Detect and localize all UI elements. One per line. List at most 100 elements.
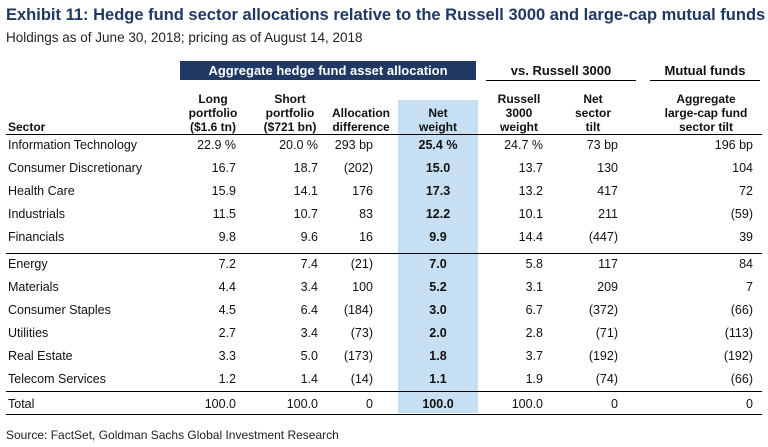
cell-net: 100.0 [422,397,454,411]
header-sector-label: Sector [8,120,46,134]
cell-mf: 39 [739,230,753,244]
cell-net: 12.2 [425,207,451,221]
cell-long: 22.9 % [197,138,236,152]
cell-alloc: (21) [350,257,373,271]
cell-sector: Total [8,397,35,411]
cell-mf: 72 [739,184,753,198]
group-header-hedge-fund: Aggregate hedge fund asset allocation [180,61,476,80]
header-long: Long portfolio ($1.6 tn) [178,84,248,134]
table-row: Financials 9.8 9.6 16 9.9 14.4 (447) 39 [0,226,768,249]
header-long-line3: ($1.6 tn) [189,120,236,134]
header-net-line1: Net [428,106,448,120]
cell-net: 3.0 [429,303,447,317]
cell-r3: 10.1 [518,207,543,221]
group-divider-rule [6,253,762,254]
header-mf-line2: large-cap fund [664,106,748,120]
cell-short: 6.4 [300,303,318,317]
cell-tilt: (192) [588,349,618,363]
table-row: Health Care 15.9 14.1 176 17.3 13.2 417 72 [0,180,768,203]
cell-mf: 196 bp [714,138,753,152]
cell-alloc: 100 [352,280,373,294]
net-weight-highlight [398,100,478,413]
cell-tilt: (71) [595,326,618,340]
header-net: Net weight [398,84,478,134]
cell-r3: 3.7 [525,349,543,363]
cell-short: 1.4 [300,372,318,386]
cell-r3: 1.9 [525,372,543,386]
table-row: Materials 4.4 3.4 100 5.2 3.1 209 7 [0,276,768,299]
header-short-line1: Short [274,92,306,106]
cell-r3: 5.8 [525,257,543,271]
table-row: Utilities 2.7 3.4 (73) 2.0 2.8 (71) (113) [0,322,768,345]
header-net-line2: weight [419,120,457,134]
cell-net: 1.8 [429,349,447,363]
header-long-line2: portfolio [188,106,238,120]
cell-sector: Utilities [8,326,49,340]
cell-r3: 6.7 [525,303,543,317]
cell-mf: 7 [746,280,753,294]
cell-short: 100.0 [286,397,318,411]
cell-sector: Financials [8,230,65,244]
cell-long: 2.7 [218,326,236,340]
cell-tilt: 417 [597,184,618,198]
cell-tilt: 209 [597,280,618,294]
header-tilt-line1: Net [583,92,603,106]
cell-short: 7.4 [300,257,318,271]
cell-tilt: 130 [597,161,618,175]
table-row: Energy 7.2 7.4 (21) 7.0 5.8 117 84 [0,253,768,276]
cell-short: 20.0 % [279,138,318,152]
cell-r3: 3.1 [525,280,543,294]
header-alloc-line2: difference [332,120,390,134]
cell-r3: 100.0 [511,397,543,411]
header-r3-line3: weight [500,120,538,134]
cell-net: 17.3 [425,184,451,198]
cell-mf: (66) [730,372,753,386]
cell-alloc: 0 [366,397,373,411]
cell-net: 25.4 % [418,138,458,152]
cell-r3: 13.7 [518,161,543,175]
header-mf: Aggregate large-cap fund sector tilt [652,84,760,134]
cell-sector: Materials [8,280,59,294]
cell-r3: 24.7 % [504,138,543,152]
cell-long: 100.0 [204,397,236,411]
header-tilt: Net sector tilt [560,84,626,134]
header-tilt-line3: tilt [585,120,601,134]
exhibit-title: Exhibit 11: Hedge fund sector allocation… [6,6,766,24]
cell-alloc: (14) [350,372,373,386]
cell-sector: Energy [8,257,48,271]
cell-alloc: (184) [343,303,373,317]
header-r3-line2: 3000 [505,106,533,120]
header-alloc: Allocation difference [326,84,396,134]
cell-short: 18.7 [293,161,318,175]
header-mf-line3: sector tilt [678,120,733,134]
cell-tilt: 0 [611,397,618,411]
cell-sector: Health Care [8,184,75,198]
cell-mf: (59) [730,207,753,221]
total-rule [6,391,762,392]
cell-tilt: 73 bp [586,138,618,152]
header-tilt-line2: sector [574,106,612,120]
cell-mf: (192) [723,349,753,363]
cell-long: 16.7 [211,161,236,175]
cell-short: 5.0 [300,349,318,363]
header-sector: Sector [8,84,158,134]
cell-long: 4.4 [218,280,236,294]
cell-tilt: 117 [598,257,618,271]
table-row: Real Estate 3.3 5.0 (173) 1.8 3.7 (192) (192) [0,345,768,368]
cell-short: 10.7 [293,207,318,221]
table-row: Telecom Services 1.2 1.4 (14) 1.1 1.9 (74) (66) [0,368,768,391]
cell-short: 3.4 [300,280,318,294]
cell-sector: Consumer Discretionary [8,161,143,175]
cell-r3: 2.8 [525,326,543,340]
cell-sector: Information Technology [8,138,138,152]
header-long-line1: Long [198,92,228,106]
group-header-mutual-funds: Mutual funds [650,61,760,81]
cell-tilt: (447) [588,230,618,244]
cell-tilt: (372) [588,303,618,317]
cell-alloc: 16 [359,230,373,244]
bottom-rule [6,414,762,415]
cell-long: 11.5 [212,207,236,221]
cell-alloc: 83 [359,207,373,221]
table-row: Information Technology 22.9 % 20.0 % 293 bp… [0,134,768,157]
cell-long: 9.8 [218,230,236,244]
